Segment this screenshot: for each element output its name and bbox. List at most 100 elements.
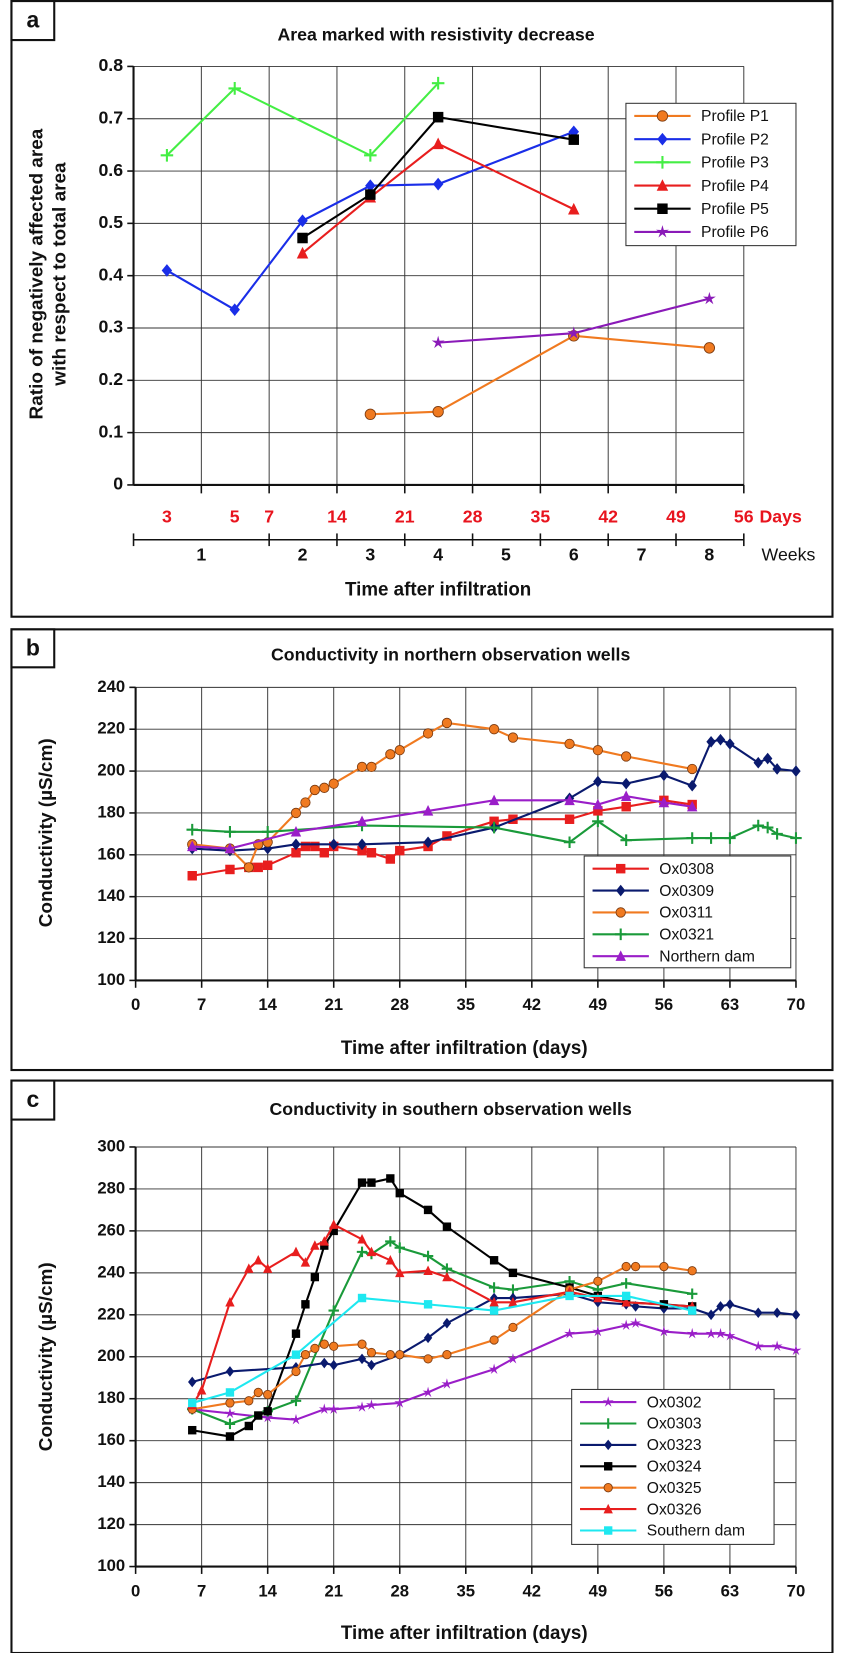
x-day-label: 5 — [230, 506, 240, 526]
x-tick-label: 42 — [523, 995, 542, 1014]
x-tick-label: 28 — [390, 995, 409, 1014]
y-tick-label: 0.7 — [98, 107, 123, 127]
series-line — [166, 130, 575, 312]
marker — [367, 1359, 376, 1371]
marker — [225, 1432, 235, 1441]
marker — [300, 797, 311, 808]
panel-frame — [10, 1079, 834, 1653]
marker — [791, 1309, 801, 1321]
marker — [386, 1174, 395, 1183]
chart-title: Conductivity in northern observation wel… — [271, 644, 630, 664]
marker — [432, 177, 444, 191]
marker — [394, 1397, 406, 1408]
x-tick-label: 21 — [324, 995, 343, 1014]
legend-label: Profile P5 — [701, 201, 769, 218]
marker — [300, 1257, 311, 1267]
series-line — [301, 142, 575, 255]
marker — [423, 1300, 433, 1309]
legend-label: Ox0308 — [659, 861, 714, 878]
y-tick-label: 140 — [97, 1472, 125, 1491]
marker — [291, 1350, 301, 1359]
marker — [656, 156, 669, 169]
marker — [329, 1359, 338, 1371]
marker — [318, 1403, 330, 1414]
marker — [771, 828, 783, 840]
marker — [688, 1306, 697, 1315]
marker — [310, 1240, 320, 1250]
marker — [357, 1339, 367, 1349]
marker — [290, 825, 302, 837]
legend-label: Ox0311 — [659, 905, 713, 922]
marker — [615, 950, 626, 961]
marker — [620, 790, 632, 801]
marker — [488, 1363, 500, 1375]
series-line — [301, 115, 574, 239]
marker — [329, 1341, 339, 1351]
x-tick-label: 35 — [457, 1581, 476, 1600]
marker — [224, 825, 236, 838]
marker — [754, 1307, 763, 1318]
legend-label: Ox0326 — [647, 1501, 702, 1518]
marker — [291, 847, 301, 858]
x-tick-label: 70 — [787, 1581, 806, 1600]
marker — [706, 735, 716, 748]
x-week-label: 3 — [365, 544, 375, 564]
marker — [715, 733, 726, 746]
marker — [593, 775, 603, 788]
marker — [367, 1178, 376, 1187]
marker — [423, 1205, 433, 1215]
marker — [319, 782, 330, 793]
marker — [441, 717, 453, 729]
marker — [329, 1219, 339, 1229]
marker — [621, 1261, 631, 1272]
marker — [790, 832, 802, 844]
y-tick-label: 0.6 — [98, 160, 123, 180]
marker — [356, 761, 368, 773]
y-tick-label: 240 — [97, 677, 125, 696]
marker — [507, 732, 519, 743]
marker — [630, 1317, 642, 1328]
marker — [771, 1340, 783, 1351]
marker — [602, 1396, 614, 1407]
marker — [621, 801, 631, 812]
marker — [394, 1242, 405, 1253]
panel-frame — [10, 628, 834, 1072]
x-week-label: 7 — [637, 544, 647, 564]
marker — [752, 819, 764, 832]
marker — [489, 816, 499, 827]
x-day-label: 42 — [598, 506, 618, 526]
y-tick-label: 240 — [97, 1262, 125, 1281]
marker — [224, 1407, 236, 1419]
marker — [442, 831, 452, 841]
marker — [290, 807, 302, 819]
marker — [301, 1300, 310, 1309]
marker — [328, 1305, 339, 1316]
marker — [422, 805, 434, 816]
marker — [186, 823, 198, 836]
marker — [187, 840, 198, 852]
marker — [705, 1327, 717, 1339]
marker — [703, 342, 716, 354]
marker — [568, 134, 579, 145]
x-week-unit: Weeks — [762, 544, 816, 564]
legend-label: Ox0302 — [647, 1394, 702, 1411]
marker — [615, 907, 626, 918]
panel-letter: a — [26, 7, 39, 33]
series-line — [192, 738, 797, 852]
x-day-label: 28 — [463, 506, 483, 526]
marker — [658, 796, 670, 808]
x-axis-label: Time after infiltration (days) — [341, 1622, 588, 1643]
y-tick-label: 0 — [113, 474, 123, 494]
y-tick-label: 140 — [97, 886, 125, 905]
x-tick-label: 7 — [197, 995, 206, 1014]
marker — [357, 1293, 367, 1303]
marker — [160, 149, 174, 162]
y-tick-label: 0.8 — [98, 55, 123, 75]
y-tick-label: 220 — [97, 719, 125, 738]
y-tick-label: 300 — [97, 1136, 125, 1155]
y-tick-label: 200 — [97, 1346, 125, 1365]
x-tick-label: 14 — [258, 1581, 277, 1600]
marker — [357, 845, 367, 856]
marker — [395, 1350, 405, 1360]
marker — [225, 1296, 235, 1307]
